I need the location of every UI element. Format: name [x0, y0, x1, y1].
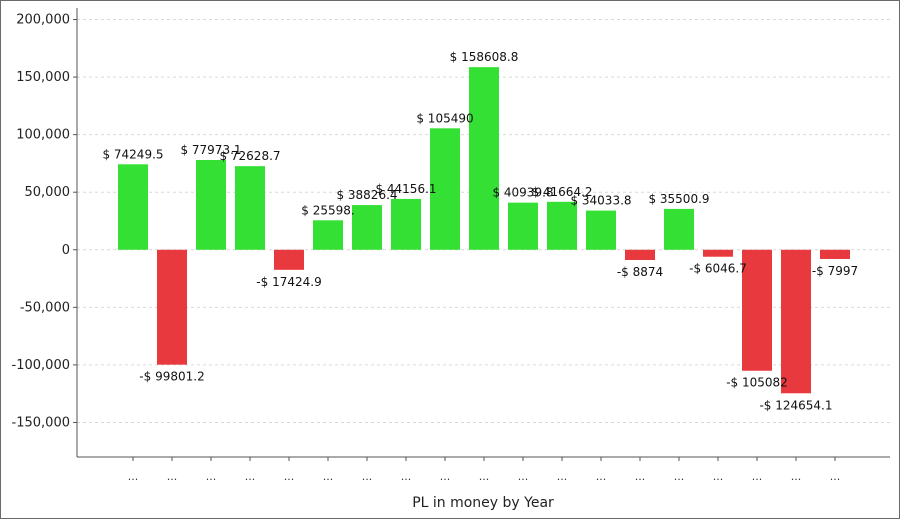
bar — [625, 249, 655, 260]
bar — [157, 249, 187, 365]
bar-value-label: $ 34033.8 — [570, 194, 631, 208]
x-tick-label: ... — [167, 470, 178, 483]
bar — [508, 202, 538, 250]
bar — [118, 164, 148, 250]
x-tick-label: ... — [362, 470, 373, 483]
x-tick-label: ... — [245, 470, 256, 483]
bar-value-label: $ 40939.8 — [492, 186, 553, 200]
y-tick-label: -100,000 — [12, 358, 70, 373]
x-axis-title: PL in money by Year — [412, 495, 554, 511]
bar-value-label: -$ 124654.1 — [759, 398, 832, 412]
bar — [430, 128, 460, 250]
bar-value-label: $ 105490 — [416, 111, 473, 125]
bar — [781, 249, 811, 394]
x-tick-label: ... — [284, 470, 295, 483]
bar-value-label: $ 35500.9 — [648, 192, 709, 206]
x-tick-label: ... — [830, 470, 841, 483]
x-tick-label: ... — [323, 470, 334, 483]
x-tick-label: ... — [635, 470, 646, 483]
bar-value-label: $ 158608.8 — [450, 50, 519, 64]
y-tick-label: 150,000 — [16, 70, 70, 85]
bar — [313, 220, 343, 250]
bar-value-label: $ 44156.1 — [375, 182, 436, 196]
x-tick-label: ... — [596, 470, 607, 483]
bar — [664, 208, 694, 250]
bar — [586, 210, 616, 250]
x-tick-label: ... — [206, 470, 217, 483]
y-axis-ticks: -150,000 -100,000 -50,000 0 50,000 100,000 150… — [12, 13, 77, 430]
bar — [703, 249, 733, 257]
x-tick-label: ... — [713, 470, 724, 483]
bar — [391, 198, 421, 250]
bar-value-label: -$ 17424.9 — [256, 275, 321, 289]
bar — [742, 249, 772, 371]
bar — [235, 166, 265, 250]
x-tick-label: ... — [128, 470, 139, 483]
x-tick-label: ... — [401, 470, 412, 483]
bar — [352, 205, 382, 250]
bar — [469, 67, 499, 250]
bar-value-label: -$ 6046.7 — [689, 262, 747, 276]
bar-value-label: $ 72628.7 — [219, 149, 280, 163]
bar-value-label: -$ 7997 — [812, 264, 858, 278]
x-tick-label: ... — [518, 470, 529, 483]
x-tick-label: ... — [440, 470, 451, 483]
bar-value-label: $ 77973.1 — [180, 143, 241, 157]
bar-value-label: $ 38826.4 — [336, 188, 397, 202]
bar-value-label: $ 74249.5 — [102, 147, 163, 161]
x-tick-label: ... — [557, 470, 568, 483]
y-tick-label: 0 — [62, 243, 70, 258]
x-tick-label: ... — [752, 470, 763, 483]
x-tick-label: ... — [479, 470, 490, 483]
y-tick-label: 100,000 — [16, 128, 70, 143]
bar — [196, 160, 226, 250]
y-tick-label: 200,000 — [16, 13, 70, 28]
y-tick-label: 50,000 — [25, 185, 71, 200]
bars — [118, 67, 850, 394]
bar-value-label: -$ 99801.2 — [139, 370, 204, 384]
y-tick-label: -50,000 — [20, 300, 70, 315]
bar-value-label: -$ 8874 — [617, 265, 663, 279]
bar — [820, 249, 850, 259]
x-tick-label: ... — [791, 470, 802, 483]
x-axis-ticks: ........................................… — [128, 457, 841, 483]
data-labels: $ 74249.5 -$ 99801.2 $ 77973.1$ 72628.7 -$ … — [102, 50, 858, 412]
bar — [274, 249, 304, 270]
x-tick-label: ... — [674, 470, 685, 483]
bar — [547, 201, 577, 250]
y-tick-label: -150,000 — [12, 415, 70, 430]
bar-value-label: $ 25598. — [301, 203, 354, 217]
bar-value-label: $ 41664.2 — [531, 185, 592, 199]
bar-value-label: -$ 105082 — [726, 376, 788, 390]
